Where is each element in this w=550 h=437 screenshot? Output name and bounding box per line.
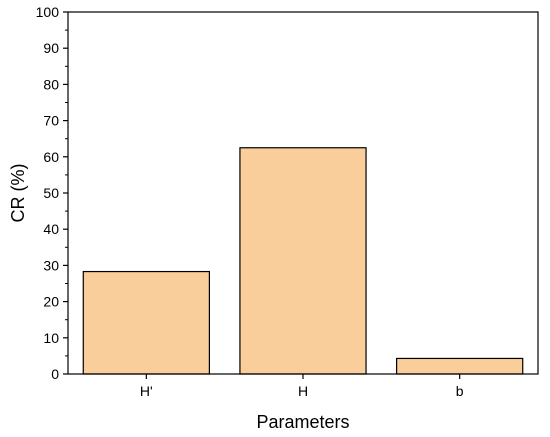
y-tick-label: 40 — [43, 221, 59, 237]
bar-1 — [239, 147, 367, 375]
y-tick-label: 100 — [36, 4, 60, 20]
y-tick-label: 70 — [43, 113, 59, 129]
y-axis-title: CR (%) — [8, 164, 28, 223]
bar-2 — [396, 357, 524, 375]
bar-0 — [82, 270, 210, 375]
x-tick-label: H' — [140, 383, 153, 399]
y-tick-label: 0 — [51, 366, 59, 382]
y-tick-label: 30 — [43, 257, 59, 273]
bars-layer — [82, 147, 524, 375]
x-tick-label: b — [456, 383, 464, 399]
y-tick-label: 10 — [43, 330, 59, 346]
y-tick-label: 50 — [43, 185, 59, 201]
x-axis-title: Parameters — [256, 412, 349, 432]
y-tick-label: 80 — [43, 76, 59, 92]
y-tick-label: 20 — [43, 294, 59, 310]
y-tick-label: 60 — [43, 149, 59, 165]
x-tick-label: H — [298, 383, 308, 399]
y-tick-label: 90 — [43, 40, 59, 56]
